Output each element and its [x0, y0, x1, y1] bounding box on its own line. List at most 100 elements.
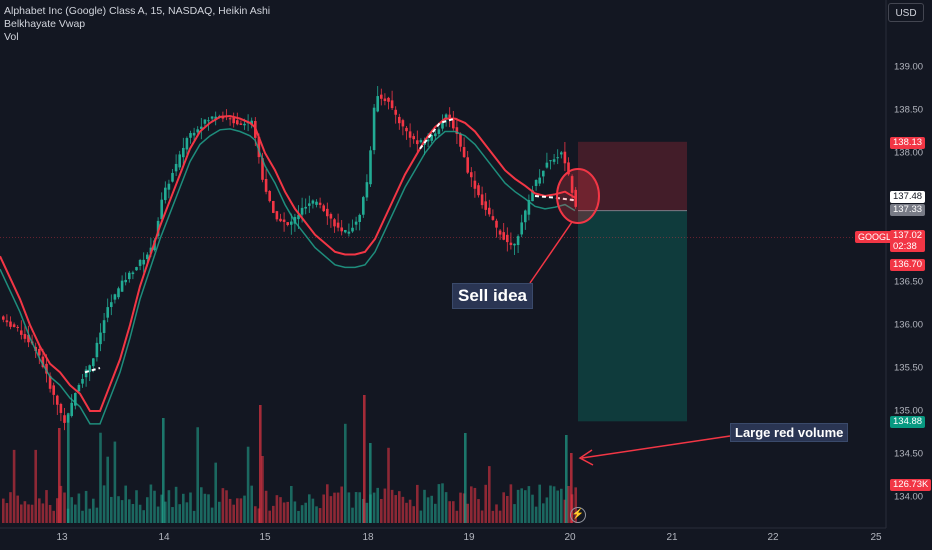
- volume-bar: [333, 492, 336, 523]
- currency-button[interactable]: USD: [888, 3, 924, 22]
- symbol-title[interactable]: Alphabet Inc (Google) Class A, 15, NASDA…: [4, 5, 271, 17]
- volume-bar: [297, 510, 300, 523]
- volume-bar: [516, 489, 520, 523]
- volume-arrow-head: [578, 449, 594, 466]
- x-tick-label: 19: [463, 532, 475, 543]
- candle-body: [466, 157, 469, 173]
- candle-body: [146, 254, 149, 260]
- volume-bar: [218, 501, 221, 523]
- candle-body: [419, 140, 423, 143]
- volume-bar: [488, 466, 491, 523]
- stop-loss-zone: [578, 141, 687, 211]
- candle-body: [261, 158, 264, 180]
- y-tick-label: 136.00: [894, 319, 924, 331]
- candle-body: [12, 324, 16, 328]
- volume-bar: [210, 507, 214, 523]
- candle-body: [81, 378, 84, 384]
- candle-body: [279, 218, 282, 222]
- candle-body: [5, 320, 9, 323]
- last-price-value: 137.02: [893, 230, 923, 241]
- candle-body: [426, 139, 430, 142]
- candle-body: [498, 230, 502, 235]
- candle-body: [365, 182, 369, 198]
- volume-bar: [192, 510, 196, 523]
- candle-body: [398, 116, 401, 124]
- volume-bar: [448, 501, 451, 523]
- candle-body: [394, 109, 397, 115]
- volume-bar: [279, 497, 282, 523]
- target-price-tag: 134.88: [890, 416, 926, 428]
- candle-body: [268, 191, 271, 202]
- bar-countdown: 02:38: [893, 241, 917, 252]
- candle-body: [189, 133, 192, 138]
- candle-body: [275, 211, 279, 220]
- candle-body: [110, 302, 113, 308]
- candle-body: [531, 190, 534, 202]
- volume-bar: [52, 510, 55, 523]
- candle-body: [516, 236, 520, 245]
- candle-body: [470, 172, 473, 178]
- candle-body: [99, 332, 102, 345]
- candle-body: [430, 134, 433, 141]
- volume-bar: [99, 432, 102, 523]
- candle-body: [538, 177, 541, 184]
- x-tick-label: 21: [666, 532, 678, 543]
- volume-bar: [347, 492, 351, 523]
- volume-bar: [225, 490, 228, 523]
- volume-bar: [444, 492, 448, 523]
- volume-arrow: [581, 435, 731, 459]
- candle-body: [509, 242, 513, 246]
- candle-body: [70, 402, 73, 416]
- volume-bar: [452, 501, 455, 523]
- indicator-vwap-label[interactable]: Belkhayate Vwap: [4, 18, 86, 30]
- y-tick-label: 135.50: [894, 362, 924, 374]
- candle-body: [513, 243, 516, 246]
- volume-bar: [344, 423, 347, 523]
- volume-bar: [509, 484, 513, 523]
- candle-body: [311, 200, 315, 204]
- candle-body: [480, 194, 484, 206]
- volume-bar: [246, 446, 250, 523]
- volume-bar: [153, 490, 156, 523]
- volume-bar: [117, 496, 120, 523]
- volume-bar: [365, 502, 369, 523]
- volume-bar-spike: [464, 433, 467, 523]
- entry-price-tag-secondary: 137.33: [890, 204, 926, 216]
- volume-bar: [27, 504, 30, 523]
- candle-body: [534, 180, 538, 186]
- volume-bar: [495, 504, 498, 523]
- candle-body: [264, 178, 268, 192]
- volume-bar: [437, 484, 441, 523]
- volume-bar: [120, 500, 124, 523]
- candle-body: [495, 220, 498, 228]
- volume-bar: [358, 492, 361, 523]
- indicator-volume-label[interactable]: Vol: [4, 31, 19, 43]
- volume-bar: [574, 487, 577, 523]
- volume-bar: [473, 487, 477, 523]
- symbol-tag: GOOGL: [855, 231, 895, 243]
- volume-bar: [171, 507, 174, 523]
- volume-bar: [534, 506, 538, 523]
- candle-body: [322, 205, 325, 212]
- candle-body: [552, 159, 556, 162]
- volume-bar: [239, 498, 243, 523]
- volume-bar: [498, 510, 502, 523]
- volume-bar: [520, 488, 523, 523]
- volume-bar: [423, 489, 426, 523]
- volume-bar: [221, 488, 225, 523]
- candle-body: [102, 320, 106, 334]
- volume-bar: [329, 496, 333, 523]
- candle-body: [174, 163, 178, 172]
- candle-body: [106, 307, 109, 318]
- candle-body: [16, 326, 19, 328]
- x-tick-label: 22: [767, 532, 779, 543]
- candle-body: [48, 375, 52, 389]
- vwap-cross-segment: [84, 367, 101, 374]
- highlight-circle: [556, 168, 600, 224]
- volume-bar: [156, 506, 160, 523]
- candle-body: [214, 116, 217, 120]
- lightning-icon[interactable]: ⚡: [570, 507, 586, 523]
- volume-bar: [506, 495, 509, 523]
- volume-bar: [304, 502, 307, 523]
